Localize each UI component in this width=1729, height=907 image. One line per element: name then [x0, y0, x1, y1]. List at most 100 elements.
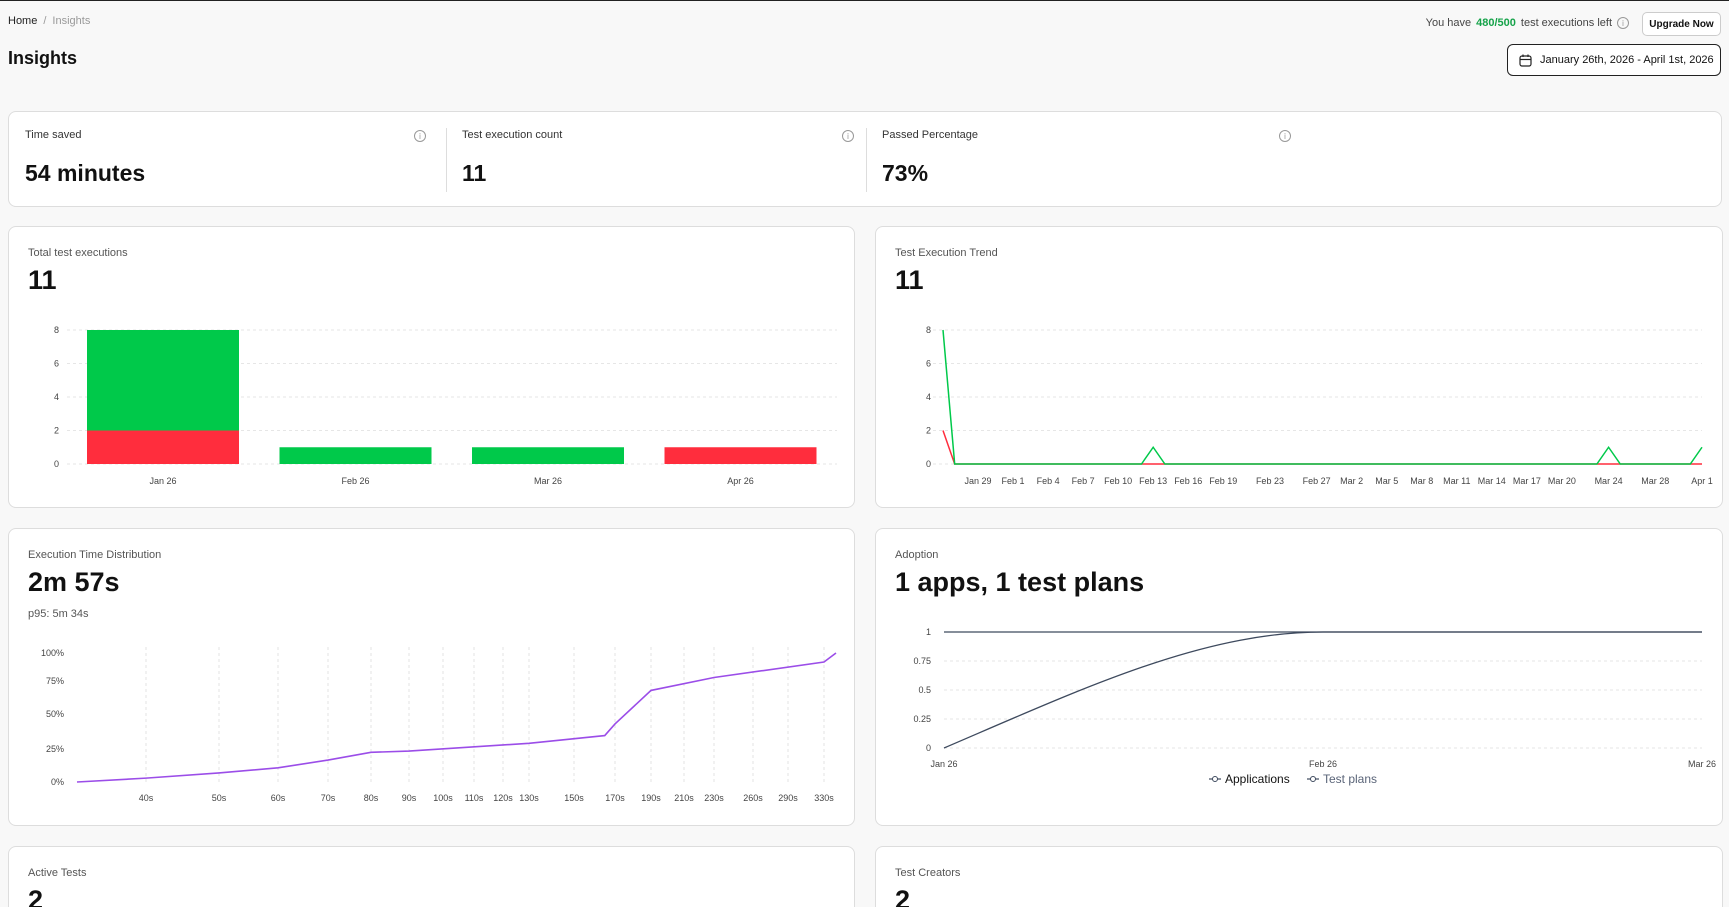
x-tick-label: 50s	[212, 793, 227, 803]
x-tick-label: Feb 26	[341, 476, 369, 486]
card-title: Test Execution Trend	[895, 247, 998, 259]
total-executions-card: Total test executions 11 0 2 4 6 8 Jan 26 Feb …	[8, 226, 855, 508]
x-tick-label: 150s	[564, 793, 584, 803]
x-tick-label: Mar 26	[1688, 759, 1716, 769]
stat-label: Time saved	[25, 129, 82, 141]
stat-exec-count: Test execution count i 11	[446, 112, 866, 208]
y-tick-label: 2	[926, 426, 931, 436]
card-value: 11	[895, 265, 924, 295]
page-title: Insights	[8, 48, 78, 68]
card-title: Active Tests	[28, 867, 87, 879]
upgrade-now-button[interactable]: Upgrade Now	[1642, 12, 1721, 36]
execution-trend-card: Test Execution Trend 11 0 2 4 6 8 Jan 29 Feb 1…	[875, 226, 1723, 508]
legend-marker	[1310, 776, 1316, 782]
series-line	[942, 430, 1702, 465]
x-tick-label: Feb 23	[1256, 476, 1284, 486]
test-creators-card: Test Creators 2	[875, 846, 1723, 907]
adoption-card: Adoption 1 apps, 1 test plans 0 0.25 0.5 0.…	[875, 528, 1723, 826]
info-icon[interactable]: i	[1279, 130, 1291, 142]
bar	[664, 447, 817, 464]
date-range-picker[interactable]: January 26th, 2026 - April 1st, 2026	[1507, 44, 1721, 76]
active-tests-card: Active Tests 2	[8, 846, 855, 907]
p95-label: p95: 5m 34s	[28, 608, 89, 620]
x-tick-label: 60s	[271, 793, 286, 803]
x-tick-label: Feb 13	[1139, 476, 1167, 486]
x-tick-label: Mar 26	[534, 476, 562, 486]
x-tick-label: 260s	[743, 793, 763, 803]
card-value: 2m 57s	[28, 567, 120, 597]
info-icon[interactable]: i	[1617, 17, 1629, 29]
y-tick-label: 6	[54, 359, 59, 369]
x-tick-label: Mar 11	[1443, 476, 1470, 486]
breadcrumb-separator: /	[43, 15, 47, 27]
x-tick-label: Jan 26	[149, 476, 176, 486]
y-tick-label: 0	[926, 743, 931, 753]
x-tick-label: Feb 26	[1309, 759, 1337, 769]
x-tick-label: 120s	[493, 793, 513, 803]
y-tick-label: 1	[926, 627, 931, 637]
x-tick-label: 290s	[778, 793, 798, 803]
x-tick-label: Mar 17	[1513, 476, 1541, 486]
breadcrumb-current: Insights	[52, 15, 91, 27]
execution-time-distribution-card: Execution Time Distribution 2m 57s p95: …	[8, 528, 855, 826]
y-tick-label: 2	[54, 426, 59, 436]
x-tick-label: 170s	[605, 793, 625, 803]
series-line	[942, 329, 1703, 465]
card-value: 2	[895, 885, 911, 907]
series-line	[76, 652, 837, 783]
card-title: Test Creators	[895, 867, 961, 879]
x-tick-label: 70s	[321, 793, 336, 803]
x-tick-label: 40s	[139, 793, 154, 803]
x-tick-label: Mar 24	[1595, 476, 1623, 486]
card-title: Execution Time Distribution	[28, 549, 162, 561]
card-value: 2	[28, 885, 44, 907]
divider	[866, 128, 867, 192]
x-tick-label: Mar 5	[1375, 476, 1398, 486]
x-tick-label: 80s	[364, 793, 379, 803]
y-tick-label: 4	[926, 392, 931, 402]
y-tick-label: 25%	[46, 744, 64, 754]
y-tick-label: 0	[926, 459, 931, 469]
breadcrumb-home-link[interactable]: Home	[8, 15, 38, 27]
stat-passed: Passed Percentage i 73%	[866, 112, 1306, 208]
stat-value: 73%	[882, 160, 929, 186]
legend-marker	[1212, 776, 1218, 782]
stat-value: 11	[462, 160, 487, 186]
y-tick-label: 0%	[51, 777, 64, 787]
x-tick-label: Mar 2	[1340, 476, 1363, 486]
bar	[279, 447, 432, 464]
info-icon[interactable]: i	[842, 130, 854, 142]
x-tick-label: Apr 1	[1691, 476, 1713, 486]
x-tick-label: 210s	[674, 793, 694, 803]
x-tick-label: Mar 8	[1410, 476, 1433, 486]
y-tick-label: 4	[54, 392, 59, 402]
legend-label: Test plans	[1323, 772, 1377, 786]
series-line	[943, 631, 1702, 749]
x-tick-label: Feb 19	[1209, 476, 1237, 486]
y-tick-label: 0.75	[913, 656, 931, 666]
bar	[472, 447, 624, 464]
y-tick-label: 100%	[41, 648, 64, 658]
card-title: Total test executions	[28, 247, 128, 259]
card-title: Adoption	[895, 549, 939, 561]
y-tick-label: 0.25	[913, 714, 931, 724]
total-executions-bar-chart: 0 2 4 6 8 Jan 26 Feb 26 Mar 26 Apr 26	[54, 325, 837, 486]
bar	[87, 330, 239, 431]
quota-count: 480/500	[1476, 17, 1516, 29]
bar	[87, 430, 239, 464]
info-icon[interactable]: i	[414, 130, 426, 142]
y-tick-label: 0.5	[918, 685, 931, 695]
x-tick-label: Feb 10	[1104, 476, 1132, 486]
x-tick-label: Jan 29	[965, 476, 992, 486]
stats-card: Time saved i 54 minutes Test execution c…	[8, 111, 1722, 207]
x-tick-label: Mar 20	[1548, 476, 1576, 486]
legend-label: Applications	[1225, 772, 1290, 786]
stat-value: 54 minutes	[25, 160, 146, 186]
x-tick-label: 130s	[519, 793, 539, 803]
execution-time-distribution-chart: 0% 25% 50% 75% 100% 40s 50s 60s 70s 80s 90s 100s 110…	[41, 647, 837, 803]
x-tick-label: Feb 1	[1002, 476, 1025, 486]
x-tick-label: Feb 7	[1072, 476, 1095, 486]
quota-prefix: You have	[1425, 17, 1472, 29]
x-tick-label: Feb 27	[1303, 476, 1331, 486]
x-tick-label: Mar 14	[1478, 476, 1506, 486]
